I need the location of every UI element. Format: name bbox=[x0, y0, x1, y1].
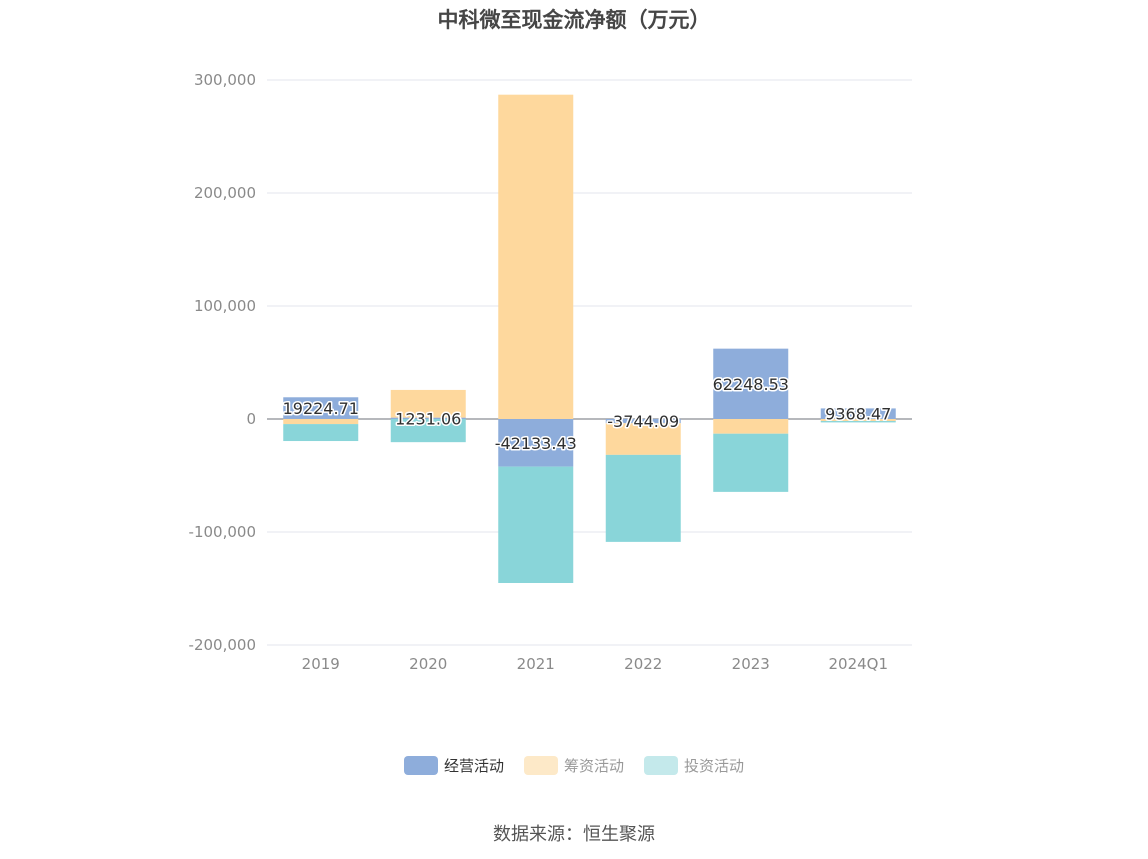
bar-financing-2021[interactable] bbox=[498, 94, 574, 419]
bar-financing-2022[interactable] bbox=[605, 423, 681, 455]
y-tick-label: 200,000 bbox=[194, 184, 256, 202]
y-tick-label: -200,000 bbox=[189, 636, 256, 654]
bar-financing-2019[interactable] bbox=[283, 419, 359, 425]
bar-investing-2023[interactable] bbox=[713, 433, 789, 492]
data-label: 1231.06 bbox=[395, 409, 461, 428]
y-tick-label: 0 bbox=[246, 410, 256, 428]
bar-operating-2024Q1[interactable] bbox=[820, 408, 896, 419]
data-label: 62248.53 bbox=[713, 375, 789, 394]
bar-investing-2019[interactable] bbox=[283, 424, 359, 442]
x-tick-label: 2023 bbox=[732, 655, 770, 673]
data-label: 9368.47 bbox=[825, 405, 891, 424]
bar-investing-2021[interactable] bbox=[498, 466, 574, 584]
bar-operating-2022[interactable] bbox=[605, 419, 681, 424]
legend-item-financing[interactable]: 筹资活动 bbox=[523, 755, 624, 776]
data-label: 19224.71 bbox=[283, 399, 359, 418]
x-tick-label: 2022 bbox=[624, 655, 662, 673]
bar-operating-2020[interactable] bbox=[390, 417, 466, 419]
bar-financing-2020[interactable] bbox=[390, 389, 466, 418]
legend-item-investing[interactable]: 投资活动 bbox=[644, 755, 744, 776]
y-tick-label: 300,000 bbox=[194, 71, 256, 89]
bar-operating-2019[interactable] bbox=[283, 397, 359, 419]
legend: 经营活动 筹资活动 投资活动 bbox=[0, 755, 1148, 776]
legend-label-operating: 经营活动 bbox=[443, 757, 504, 775]
axis-labels: 300,000 200,000 100,000 0 -100,000 -200,000 20… bbox=[189, 71, 912, 673]
y-tick-label: -100,000 bbox=[189, 523, 256, 541]
bar-investing-2022[interactable] bbox=[605, 454, 681, 542]
legend-swatch-investing bbox=[644, 756, 678, 775]
data-label: -42133.43 bbox=[495, 434, 577, 453]
bar-investing-2024Q1[interactable] bbox=[820, 421, 896, 423]
data-label: -3744.09 bbox=[607, 412, 679, 431]
bar-operating-2021[interactable] bbox=[498, 419, 574, 467]
legend-swatch-financing bbox=[523, 756, 558, 775]
legend-item-operating[interactable]: 经营活动 bbox=[403, 755, 504, 776]
bar-financing-2023[interactable] bbox=[713, 419, 789, 434]
data-source: 数据来源：恒生聚源 bbox=[493, 824, 655, 845]
bar-operating-2023[interactable] bbox=[713, 348, 789, 419]
legend-label-financing: 筹资活动 bbox=[563, 757, 624, 775]
bar-financing-2024Q1[interactable] bbox=[820, 419, 896, 422]
cash-flow-chart: 300,000 200,000 100,000 0 -100,000 -200,000 20… bbox=[189, 71, 912, 673]
legend-label-investing: 投资活动 bbox=[684, 757, 745, 775]
bar-marks bbox=[283, 94, 896, 584]
bar-investing-2020[interactable] bbox=[390, 419, 466, 443]
x-tick-label: 2021 bbox=[517, 655, 555, 673]
chart-title: 中科微至现金流净额（万元） bbox=[437, 8, 711, 32]
x-tick-label: 2024Q1 bbox=[828, 655, 888, 673]
legend-swatch-operating bbox=[403, 756, 438, 775]
x-tick-label: 2019 bbox=[302, 655, 340, 673]
y-tick-label: 100,000 bbox=[194, 297, 256, 315]
x-tick-label: 2020 bbox=[409, 655, 447, 673]
grid-lines bbox=[267, 79, 912, 646]
data-labels: 19224.71 1231.06 -42133.43 -3744.09 62248.53… bbox=[281, 373, 893, 454]
